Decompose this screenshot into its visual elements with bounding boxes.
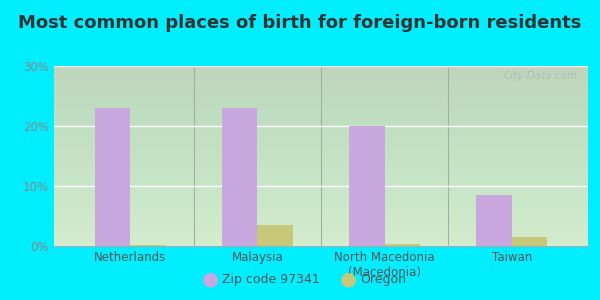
Bar — [349, 126, 385, 246]
Bar — [257, 225, 293, 246]
Bar — [512, 237, 547, 246]
Text: ●: ● — [202, 269, 218, 289]
Text: City-Data.com: City-Data.com — [503, 71, 577, 81]
Bar — [95, 108, 130, 246]
Text: Most common places of birth for foreign-born residents: Most common places of birth for foreign-… — [19, 14, 581, 32]
Bar — [476, 195, 512, 246]
Text: Oregon: Oregon — [360, 272, 406, 286]
Bar — [385, 244, 420, 246]
Bar — [222, 108, 257, 246]
Text: ●: ● — [340, 269, 356, 289]
Text: Zip code 97341: Zip code 97341 — [222, 272, 320, 286]
Bar — [130, 245, 166, 246]
